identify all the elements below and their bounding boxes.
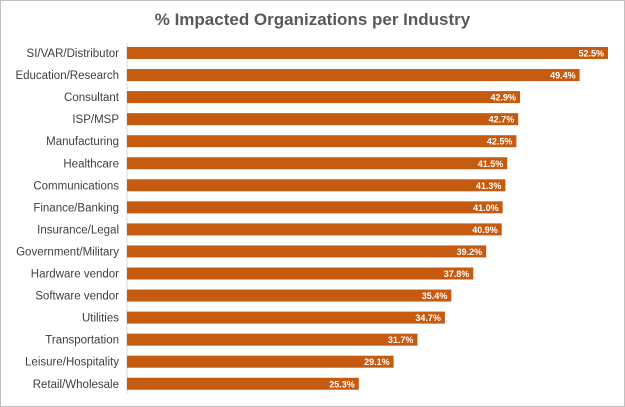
value-label-9: 39.2% [457, 247, 483, 257]
chart-title: % Impacted Organizations per Industry [154, 10, 471, 29]
category-label-13: Transportation [45, 335, 119, 347]
bar-5 [127, 157, 508, 170]
category-label-2: Consultant [64, 92, 120, 104]
bar-1 [127, 69, 580, 82]
bar-6 [127, 179, 506, 192]
bar-11 [127, 289, 452, 302]
value-label-13: 31.7% [388, 335, 414, 345]
bar-14 [127, 355, 394, 368]
category-label-12: Utilities [82, 313, 119, 325]
value-label-1: 49.4% [550, 71, 576, 81]
bar-13 [127, 333, 418, 346]
category-label-10: Hardware vendor [31, 269, 119, 281]
category-label-9: Government/Military [16, 246, 119, 258]
category-label-11: Software vendor [35, 291, 119, 303]
category-label-1: Education/Research [15, 70, 119, 82]
value-label-10: 37.8% [444, 269, 470, 279]
category-label-0: SI/VAR/Distributor [27, 48, 120, 60]
bar-10 [127, 267, 474, 280]
value-label-6: 41.3% [476, 181, 502, 191]
value-label-7: 41.0% [473, 203, 499, 213]
value-label-11: 35.4% [422, 291, 448, 301]
bar-15 [127, 377, 359, 390]
category-label-14: Leisure/Hospitality [25, 357, 119, 369]
value-label-14: 29.1% [364, 357, 390, 367]
bar-9 [127, 245, 487, 258]
category-label-8: Insurance/Legal [37, 224, 119, 236]
value-label-2: 42.9% [491, 93, 517, 103]
value-label-15: 25.3% [329, 379, 355, 389]
bar-4 [127, 135, 517, 148]
bar-2 [127, 91, 521, 104]
category-label-7: Finance/Banking [33, 202, 119, 214]
bar-7 [127, 201, 503, 214]
value-label-12: 34.7% [415, 313, 441, 323]
value-label-8: 40.9% [472, 225, 498, 235]
bar-8 [127, 223, 502, 236]
value-label-4: 42.5% [487, 137, 513, 147]
value-label-3: 42.7% [489, 115, 515, 125]
bar-3 [127, 113, 519, 126]
value-label-0: 52.5% [578, 49, 604, 59]
bar-0 [127, 47, 608, 59]
category-label-6: Communications [33, 180, 119, 192]
category-label-3: ISP/MSP [72, 114, 119, 126]
category-label-4: Manufacturing [46, 136, 119, 148]
category-label-5: Healthcare [63, 158, 119, 170]
category-label-15: Retail/Wholesale [33, 379, 119, 391]
bar-12 [127, 311, 445, 324]
value-label-5: 41.5% [478, 159, 504, 169]
